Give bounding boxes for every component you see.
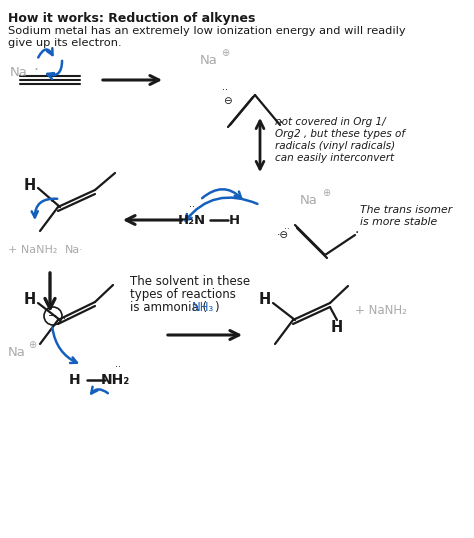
Text: is ammonia (: is ammonia (	[130, 301, 207, 314]
Text: ··: ··	[115, 362, 121, 372]
Text: H: H	[331, 321, 343, 336]
Text: ·: ·	[50, 195, 55, 209]
Text: Org2 , but these types of: Org2 , but these types of	[275, 129, 405, 139]
Text: not covered in Org 1/: not covered in Org 1/	[275, 117, 386, 127]
Text: NH₃: NH₃	[192, 301, 214, 314]
Text: ·: ·	[33, 62, 38, 77]
Text: types of reactions: types of reactions	[130, 288, 236, 301]
Text: NH₂: NH₂	[100, 373, 129, 387]
Text: Na: Na	[200, 53, 218, 67]
Text: give up its electron.: give up its electron.	[8, 38, 122, 48]
Text: Na: Na	[300, 194, 318, 207]
Text: + NaNH₂: + NaNH₂	[355, 303, 407, 316]
Text: ⊕: ⊕	[28, 340, 36, 350]
Text: ·: ·	[355, 226, 359, 240]
Text: is more stable: is more stable	[360, 217, 437, 227]
Text: H: H	[69, 373, 81, 387]
Text: H₂N: H₂N	[178, 214, 206, 226]
Text: H: H	[259, 293, 271, 308]
Text: H: H	[24, 178, 36, 193]
Text: ·⊖: ·⊖	[277, 230, 289, 240]
Text: radicals (vinyl radicals): radicals (vinyl radicals)	[275, 141, 395, 151]
Text: ⊕: ⊕	[221, 48, 229, 58]
Text: ): )	[214, 301, 219, 314]
Text: ··: ··	[189, 202, 195, 212]
Text: can easily interconvert: can easily interconvert	[275, 153, 394, 163]
Text: Na·: Na·	[65, 245, 84, 255]
Text: ⊕: ⊕	[322, 188, 330, 198]
Text: Na: Na	[8, 345, 26, 358]
Text: The solvent in these: The solvent in these	[130, 275, 250, 288]
Text: H: H	[24, 293, 36, 308]
Text: ··: ··	[222, 85, 228, 95]
Text: Na: Na	[10, 66, 28, 79]
Text: ⊖: ⊖	[223, 96, 231, 106]
Text: The trans isomer: The trans isomer	[360, 205, 452, 215]
Text: −: −	[48, 311, 58, 321]
Text: ··: ··	[63, 314, 69, 324]
Text: ··: ··	[284, 225, 290, 235]
Text: + NaNH₂: + NaNH₂	[8, 245, 57, 255]
Text: H: H	[228, 214, 239, 226]
Text: How it works: Reduction of alkynes: How it works: Reduction of alkynes	[8, 12, 255, 25]
Text: ·: ·	[279, 116, 283, 130]
Text: Sodium metal has an extremely low ionization energy and will readily: Sodium metal has an extremely low ioniza…	[8, 26, 406, 36]
